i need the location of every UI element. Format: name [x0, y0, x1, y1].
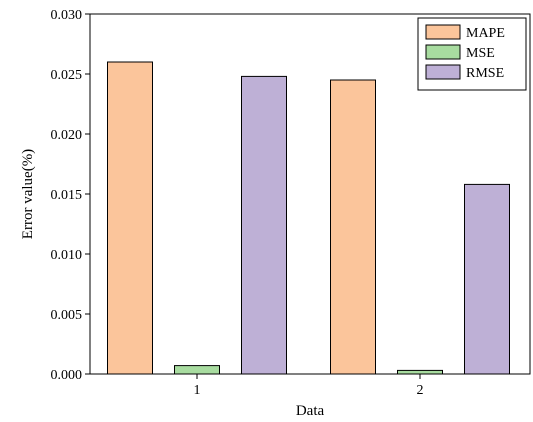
bar-mape-2	[330, 79, 376, 375]
y-axis: 0.000 0.005 0.010 0.015 0.020 0.025 0.030	[51, 8, 90, 383]
bar-mse-1	[174, 365, 220, 375]
y-tick-label: 0.005	[51, 308, 83, 323]
bar-rmse-1	[241, 75, 287, 375]
bar-mape-1	[107, 61, 153, 375]
legend-swatch-mse	[425, 44, 461, 60]
legend-swatch-mape	[425, 24, 461, 40]
y-tick-label: 0.025	[51, 68, 83, 83]
bars-layer	[107, 61, 510, 375]
x-axis-title: Data	[296, 403, 325, 419]
legend-swatch-rmse	[425, 64, 461, 80]
legend: MAPE MSE RMSE	[417, 17, 527, 91]
y-tick-label: 0.020	[51, 128, 83, 143]
x-tick-label: 2	[417, 383, 424, 398]
bar-rmse-2	[464, 183, 510, 375]
y-tick-label: 0.030	[51, 8, 83, 23]
y-tick-label: 0.000	[51, 368, 83, 383]
legend-label-mse: MSE	[466, 46, 495, 61]
legend-label-rmse: RMSE	[466, 66, 504, 81]
x-tick-label: 1	[194, 383, 201, 398]
y-tick-label: 0.015	[51, 188, 83, 203]
y-axis-title: Error value(%)	[20, 149, 36, 239]
bar-mse-2	[397, 369, 443, 375]
legend-label-mape: MAPE	[466, 26, 505, 41]
y-tick-label: 0.010	[51, 248, 83, 263]
